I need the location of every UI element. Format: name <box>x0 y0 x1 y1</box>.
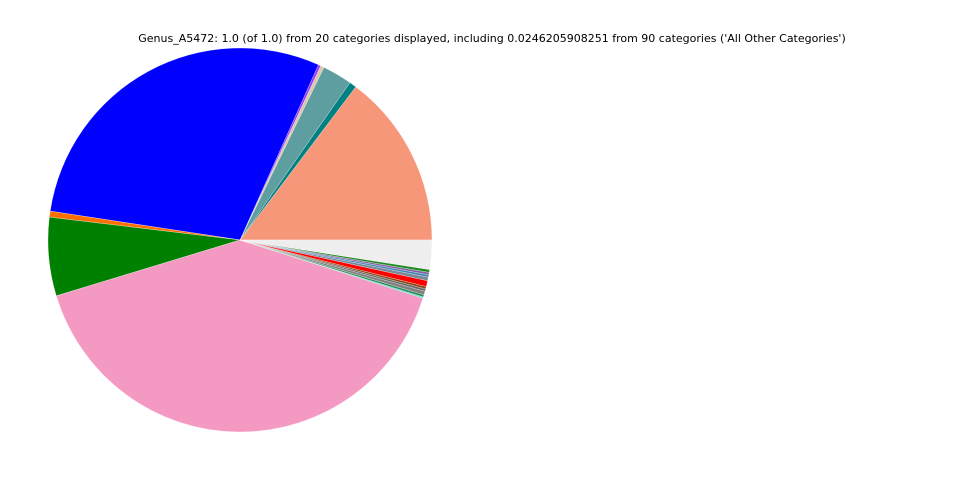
chart-title: Genus_A5472: 1.0 (of 1.0) from 20 catego… <box>138 32 846 45</box>
pie-slice <box>239 239 433 270</box>
pie-slice <box>50 47 319 241</box>
pie-slice <box>239 86 433 241</box>
pie-slice <box>56 239 424 433</box>
